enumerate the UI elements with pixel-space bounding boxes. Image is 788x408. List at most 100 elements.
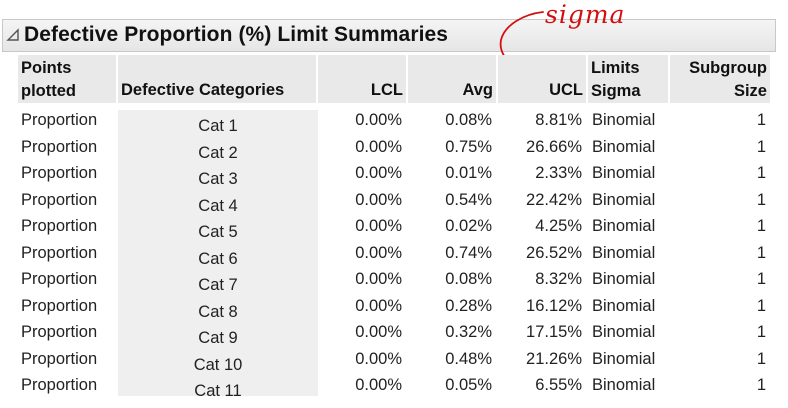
ucl-cell: 6.55% xyxy=(535,376,582,394)
subgroup-size-cell: 1 xyxy=(756,243,766,262)
col-header-avg[interactable]: Avg xyxy=(408,55,496,103)
avg-cell: 0.01% xyxy=(445,164,492,182)
lcl-cell: 0.00% xyxy=(355,111,402,129)
avg-cell: 0.54% xyxy=(445,190,492,209)
sigma-cell: Binomial xyxy=(592,376,656,394)
col-header-limits-sigma[interactable]: Limits Sigma xyxy=(588,55,668,103)
lcl-cell: 0.00% xyxy=(355,217,402,235)
sigma-cell: Binomial xyxy=(592,349,656,368)
ucl-cell: 4.25% xyxy=(535,217,582,235)
lcl-cell: 0.00% xyxy=(355,243,402,262)
avg-cell: 0.08% xyxy=(445,270,492,288)
categories-column-background xyxy=(118,110,318,396)
ucl-cell: 16.12% xyxy=(526,296,582,315)
subgroup-size-cell: 1 xyxy=(756,323,766,341)
points-cell: Proportion xyxy=(21,323,98,341)
points-cell: Proportion xyxy=(21,270,98,288)
category-cell: Cat 1 xyxy=(198,117,238,135)
sigma-cell: Binomial xyxy=(592,164,656,182)
category-cell: Cat 8 xyxy=(198,302,238,321)
subgroup-size-cell: 1 xyxy=(756,376,766,394)
subgroup-size-cell: 1 xyxy=(756,349,766,368)
category-cell: Cat 3 xyxy=(198,170,238,188)
ucl-cell: 2.33% xyxy=(535,164,582,182)
category-cell: Cat 4 xyxy=(198,196,238,215)
avg-cell: 0.02% xyxy=(445,217,492,235)
sigma-cell: Binomial xyxy=(592,296,656,315)
subgroup-size-cell: 1 xyxy=(756,217,766,235)
table-row[interactable]: Proportion Cat 2 0.00% 0.75% 26.66% Binomial 1 xyxy=(0,137,788,164)
avg-cell: 0.08% xyxy=(445,111,492,129)
lcl-cell: 0.00% xyxy=(355,296,402,315)
ucl-cell: 26.66% xyxy=(526,137,582,156)
avg-cell: 0.74% xyxy=(445,243,492,262)
table-row[interactable]: Proportion Cat 9 0.00% 0.32% 17.15% Binomial 1 xyxy=(0,322,788,349)
points-cell: Proportion xyxy=(21,376,98,394)
category-cell: Cat 6 xyxy=(198,249,238,268)
lcl-cell: 0.00% xyxy=(355,376,402,394)
ucl-cell: 17.15% xyxy=(526,323,582,341)
points-cell: Proportion xyxy=(21,217,98,235)
table-row[interactable]: Proportion Cat 1 0.00% 0.08% 8.81% Binomial 1 xyxy=(0,110,788,137)
sigma-cell: Binomial xyxy=(592,323,656,341)
subgroup-size-cell: 1 xyxy=(756,111,766,129)
table-row[interactable]: Proportion Cat 3 0.00% 0.01% 2.33% Binomial 1 xyxy=(0,163,788,190)
col-header-points-plotted[interactable]: Points plotted xyxy=(18,55,116,103)
sigma-cell: Binomial xyxy=(592,217,656,235)
report-title: Defective Proportion (%) Limit Summaries xyxy=(24,23,449,46)
subgroup-size-cell: 1 xyxy=(756,270,766,288)
avg-cell: 0.05% xyxy=(445,376,492,394)
category-cell: Cat 2 xyxy=(198,143,238,162)
table-row[interactable]: Proportion Cat 11 0.00% 0.05% 6.55% Binomial 1 xyxy=(0,375,788,402)
points-cell: Proportion xyxy=(21,190,98,209)
avg-cell: 0.32% xyxy=(445,323,492,341)
lcl-cell: 0.00% xyxy=(355,190,402,209)
points-cell: Proportion xyxy=(21,296,98,315)
disclosure-triangle-icon[interactable] xyxy=(6,28,20,42)
ucl-cell: 26.52% xyxy=(526,243,582,262)
report-header[interactable]: Defective Proportion (%) Limit Summaries xyxy=(2,19,776,52)
category-cell: Cat 9 xyxy=(198,329,238,347)
points-cell: Proportion xyxy=(21,349,98,368)
points-cell: Proportion xyxy=(21,111,98,129)
subgroup-size-cell: 1 xyxy=(756,164,766,182)
lcl-cell: 0.00% xyxy=(355,323,402,341)
points-cell: Proportion xyxy=(21,137,98,156)
subgroup-size-cell: 1 xyxy=(756,296,766,315)
lcl-cell: 0.00% xyxy=(355,349,402,368)
col-header-subgroup-size[interactable]: Subgroup Size xyxy=(670,55,770,103)
subgroup-size-cell: 1 xyxy=(756,137,766,156)
category-cell: Cat 7 xyxy=(198,276,238,294)
col-header-ucl[interactable]: UCL xyxy=(498,55,586,103)
table-row[interactable]: Proportion Cat 8 0.00% 0.28% 16.12% Binomial 1 xyxy=(0,296,788,323)
table-row[interactable]: Proportion Cat 7 0.00% 0.08% 8.32% Binomial 1 xyxy=(0,269,788,296)
table-row[interactable]: Proportion Cat 5 0.00% 0.02% 4.25% Binomial 1 xyxy=(0,216,788,243)
points-cell: Proportion xyxy=(21,243,98,262)
sigma-cell: Binomial xyxy=(592,243,656,262)
sigma-cell: Binomial xyxy=(592,270,656,288)
sigma-cell: Binomial xyxy=(592,190,656,209)
subgroup-size-cell: 1 xyxy=(756,190,766,209)
sigma-annotation: sigma xyxy=(545,0,626,29)
ucl-cell: 22.42% xyxy=(526,190,582,209)
sigma-cell: Binomial xyxy=(592,137,656,156)
lcl-cell: 0.00% xyxy=(355,164,402,182)
avg-cell: 0.75% xyxy=(445,137,492,156)
lcl-cell: 0.00% xyxy=(355,270,402,288)
category-cell: Cat 10 xyxy=(193,355,243,374)
points-cell: Proportion xyxy=(21,164,98,182)
sigma-cell: Binomial xyxy=(592,111,656,129)
category-cell: Cat 11 xyxy=(194,382,242,400)
ucl-cell: 8.81% xyxy=(535,111,582,129)
table-row[interactable]: Proportion Cat 4 0.00% 0.54% 22.42% Binomial 1 xyxy=(0,190,788,217)
table-row[interactable]: Proportion Cat 6 0.00% 0.74% 26.52% Binomial 1 xyxy=(0,243,788,270)
category-cell: Cat 5 xyxy=(198,223,238,241)
avg-cell: 0.28% xyxy=(445,296,492,315)
col-header-lcl[interactable]: LCL xyxy=(318,55,406,103)
avg-cell: 0.48% xyxy=(445,349,492,368)
ucl-cell: 21.26% xyxy=(526,349,582,368)
table-row[interactable]: Proportion Cat 10 0.00% 0.48% 21.26% Binomial… xyxy=(0,349,788,376)
lcl-cell: 0.00% xyxy=(355,137,402,156)
col-header-categories[interactable]: Defective Categories xyxy=(118,55,316,103)
